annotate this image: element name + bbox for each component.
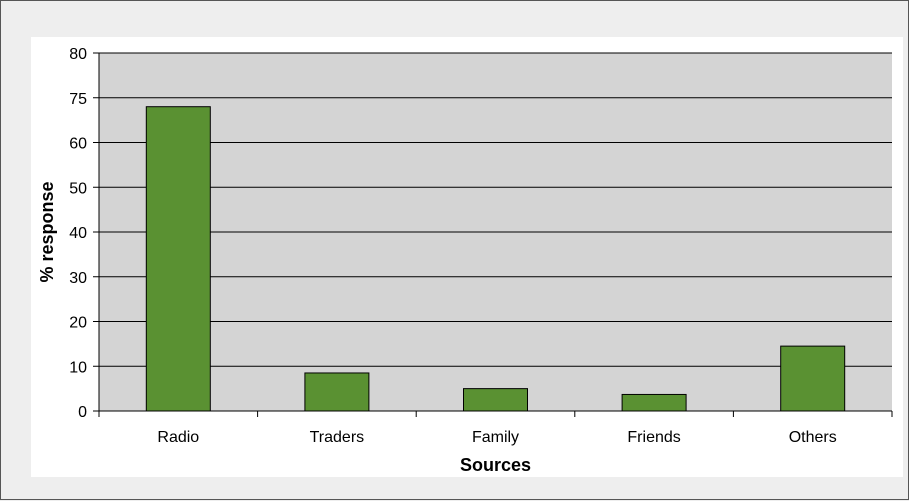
y-tick-label: 30 — [69, 270, 87, 287]
y-tick-label: 80 — [69, 46, 87, 63]
x-tick-label: Family — [472, 429, 519, 446]
axes — [93, 52, 893, 417]
y-axis-title: % response — [37, 181, 57, 282]
x-tick-label: Traders — [310, 429, 365, 446]
y-tick-label: 50 — [69, 180, 87, 197]
y-tick-label: 20 — [69, 315, 87, 332]
y-tick-label: 75 — [69, 91, 87, 108]
x-tick-label: Radio — [157, 429, 199, 446]
x-tick-label: Others — [789, 429, 837, 446]
y-tick-label: 0 — [78, 404, 87, 421]
bar-family — [463, 388, 528, 412]
y-tick-label: 10 — [69, 359, 87, 376]
bar-others — [780, 345, 846, 412]
bar-radio — [145, 106, 211, 412]
y-tick-label: 60 — [69, 136, 87, 153]
bars — [145, 106, 846, 412]
y-tick-labels: 0 10 20 30 40 50 60 75 80 — [69, 46, 87, 421]
x-tick-label: Friends — [627, 429, 680, 446]
y-tick-label: 40 — [69, 225, 87, 242]
x-axis-title: Sources — [460, 455, 531, 475]
gridlines — [99, 52, 892, 367]
bar-traders — [304, 372, 370, 412]
x-tick-labels: Radio Traders Family Friends Others — [157, 429, 836, 446]
bar-friends — [621, 393, 687, 412]
